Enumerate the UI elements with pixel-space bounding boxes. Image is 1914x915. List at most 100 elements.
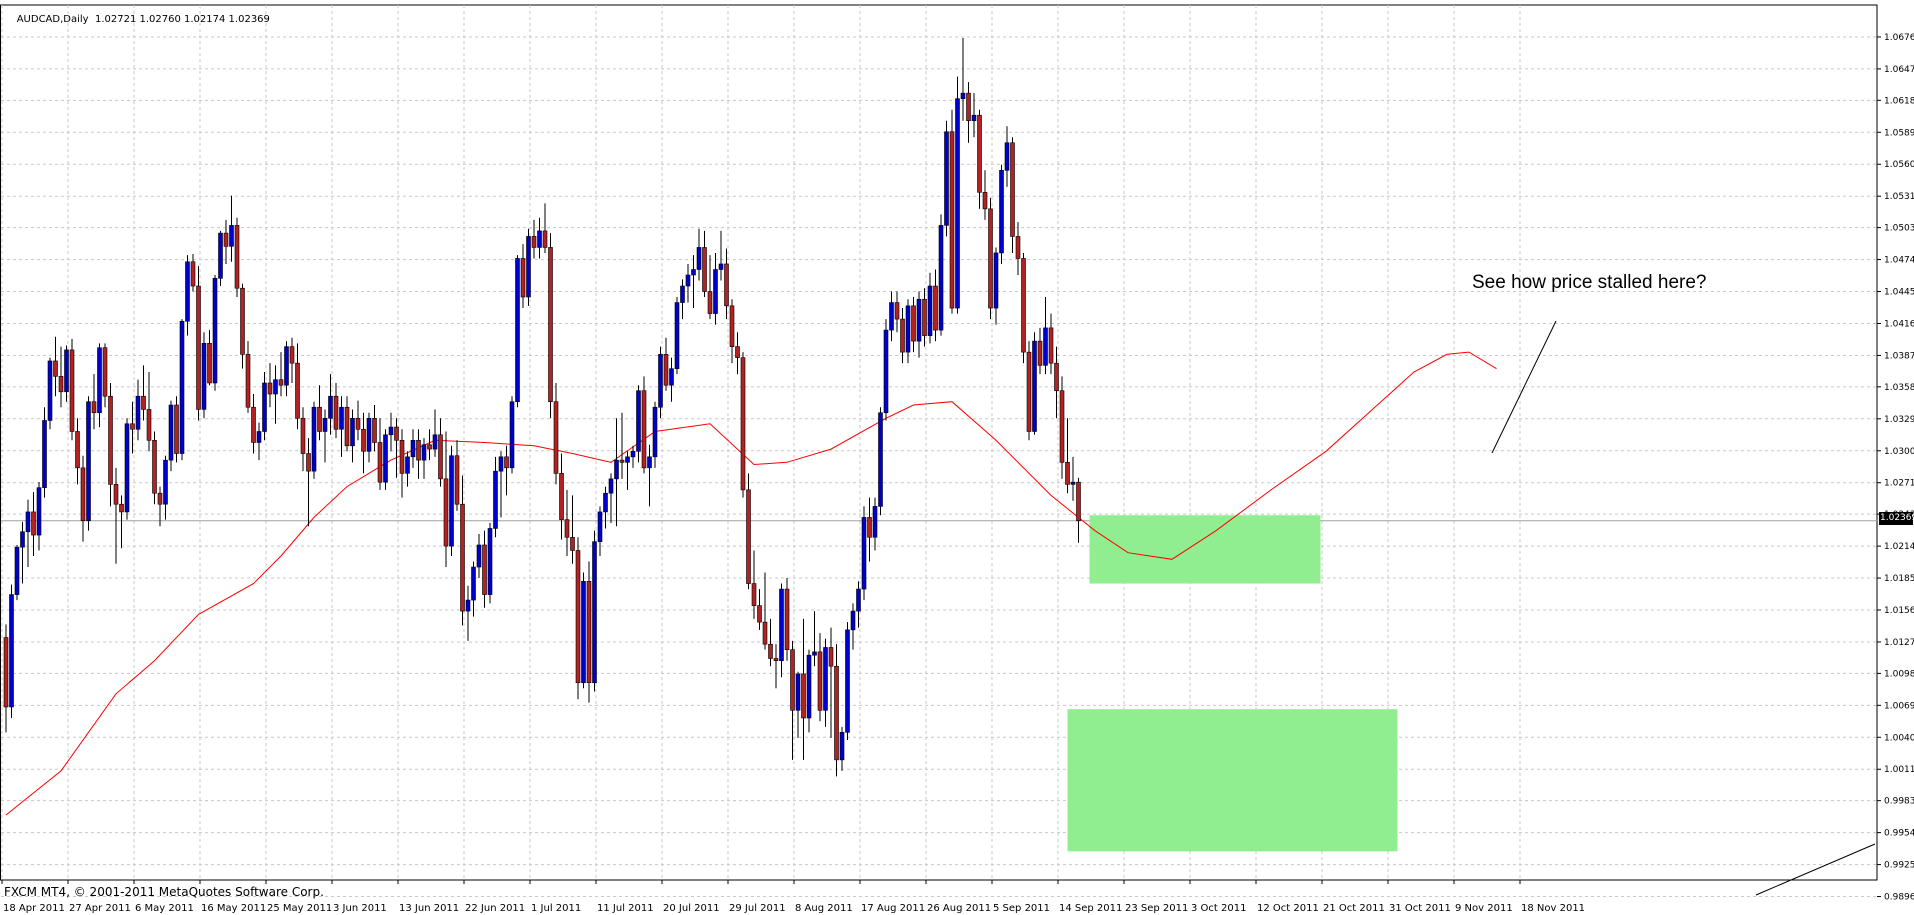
candle <box>75 418 80 485</box>
candle-body <box>163 459 168 505</box>
candle-body <box>47 360 53 421</box>
candle <box>938 214 944 336</box>
candle <box>124 418 130 520</box>
candle-body <box>702 247 707 292</box>
candle <box>152 431 157 505</box>
candle <box>91 374 97 430</box>
annotation-pointer-line <box>1491 320 1557 454</box>
candle <box>185 255 190 336</box>
candle <box>823 638 828 727</box>
candle <box>1021 252 1026 364</box>
candle <box>256 422 262 461</box>
candle <box>520 244 526 309</box>
x-tick-label: 8 Aug 2011 <box>795 903 853 914</box>
candle <box>416 429 421 479</box>
candle <box>592 530 597 692</box>
y-tick-label: 1.04160 <box>1884 319 1914 329</box>
candle <box>542 203 548 253</box>
candle <box>339 396 344 457</box>
candle <box>372 405 377 452</box>
candle <box>1010 137 1015 253</box>
candle-body <box>1004 142 1010 171</box>
candle <box>608 473 614 523</box>
candle <box>581 572 586 689</box>
candle <box>410 429 416 468</box>
candle-body <box>817 651 823 711</box>
candle <box>295 343 300 430</box>
candle <box>405 451 410 487</box>
candle <box>856 581 861 628</box>
y-tick-label: 1.05605 <box>1884 160 1914 170</box>
candle <box>1054 346 1059 419</box>
candle <box>311 401 317 479</box>
candle-body <box>526 236 531 298</box>
ohlc-values: 1.02721 1.02760 1.02174 1.02369 <box>94 14 270 25</box>
candle-body <box>185 261 190 322</box>
candle-body <box>3 637 9 708</box>
candle-body <box>311 406 317 472</box>
candle <box>284 341 289 397</box>
candle-body <box>729 305 735 347</box>
zones <box>1067 515 1398 852</box>
candle-body <box>878 412 883 507</box>
candle-body <box>900 318 905 353</box>
candle <box>625 451 630 490</box>
candle <box>207 330 212 386</box>
candle <box>834 644 839 777</box>
y-tick-label: 1.04450 <box>1884 288 1914 298</box>
candle-body <box>135 395 141 430</box>
candle-body <box>905 305 911 353</box>
candle <box>80 455 86 542</box>
candle <box>146 371 152 452</box>
candle-body <box>69 349 75 432</box>
candle <box>64 345 69 402</box>
candle-body <box>399 439 405 474</box>
candle-body <box>592 541 597 684</box>
candle <box>696 228 702 281</box>
candle-body <box>938 225 944 331</box>
candle-body <box>641 390 647 469</box>
candle <box>141 365 146 421</box>
candle <box>1059 376 1065 479</box>
annotation-text: See how price stalled here? <box>1472 272 1707 293</box>
candle-body <box>806 654 812 719</box>
candle-body <box>751 583 757 606</box>
candle-body <box>196 285 201 410</box>
candle-body <box>1021 258 1026 353</box>
candle <box>53 336 58 397</box>
candle <box>729 299 735 364</box>
candle-body <box>267 382 273 395</box>
x-tick-label: 21 Oct 2011 <box>1323 903 1385 914</box>
candle-body <box>394 426 399 441</box>
candle-body <box>812 651 817 656</box>
candle-body <box>872 506 878 538</box>
candle <box>812 611 817 667</box>
candle-body <box>449 455 454 547</box>
candle-body <box>355 417 361 430</box>
candle-body <box>482 544 487 595</box>
candle-body <box>416 439 421 461</box>
candle-body <box>823 647 828 711</box>
candle <box>735 332 740 375</box>
candle <box>163 455 168 520</box>
candle <box>1043 297 1048 375</box>
symbol-label: AUDCAD,Daily <box>16 14 89 25</box>
candle-body <box>476 544 482 568</box>
y-tick-label: 1.00695 <box>1884 701 1914 711</box>
candle <box>465 585 471 641</box>
candle-body <box>790 649 795 711</box>
candle-body <box>779 588 784 661</box>
candle-body <box>960 92 966 99</box>
candle-body <box>856 588 861 612</box>
candle-body <box>42 420 47 488</box>
x-tick-label: 20 Jul 2011 <box>663 903 720 914</box>
candle-body <box>245 354 251 408</box>
candle <box>196 266 201 421</box>
candle-body <box>289 346 295 364</box>
candle <box>135 379 141 441</box>
candle <box>504 445 509 496</box>
candle-body <box>1037 340 1043 366</box>
candle <box>328 374 333 435</box>
